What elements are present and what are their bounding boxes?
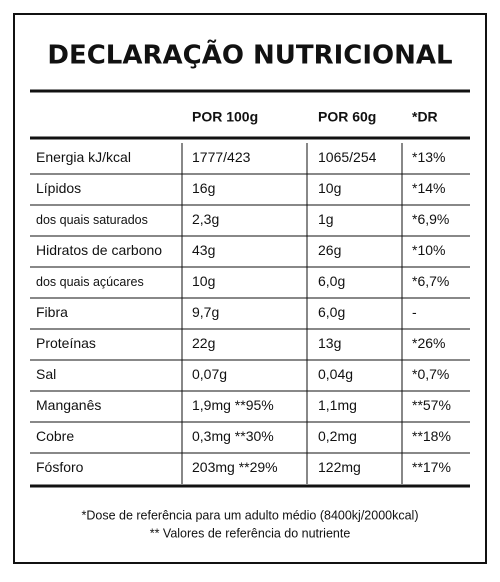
row-label: Lípidos: [36, 180, 81, 196]
cell: 1777/423: [192, 149, 251, 165]
row-label: Energia kJ/kcal: [36, 149, 131, 165]
cell: 203mg **29%: [192, 459, 278, 475]
cell: *0,7%: [412, 366, 449, 382]
cell: 6,0g: [318, 273, 345, 289]
cell: 10g: [192, 273, 215, 289]
cell: 13g: [318, 335, 341, 351]
row-label: dos quais açúcares: [36, 275, 144, 289]
row-label: Proteínas: [36, 335, 96, 351]
cell: *13%: [412, 149, 445, 165]
cell: 1,1mg: [318, 397, 357, 413]
cell: 1g: [318, 211, 334, 227]
row-label: Hidratos de carbono: [36, 242, 162, 258]
row-label: Fósforo: [36, 459, 84, 475]
cell: 6,0g: [318, 304, 345, 320]
cell: 2,3g: [192, 211, 219, 227]
cell: *14%: [412, 180, 445, 196]
table: POR 100g POR 60g *DR Energia kJ/kcal 1777/42…: [30, 109, 470, 540]
title: DECLARAÇÃO NUTRICIONAL: [47, 39, 452, 71]
row-label: Manganês: [36, 397, 101, 413]
cell: 0,3mg **30%: [192, 428, 274, 444]
row-label: dos quais saturados: [36, 213, 148, 227]
cell: **57%: [412, 397, 451, 413]
cell: 10g: [318, 180, 341, 196]
cell: *26%: [412, 335, 445, 351]
cell: 26g: [318, 242, 341, 258]
row-label: Cobre: [36, 428, 74, 444]
cell: 9,7g: [192, 304, 219, 320]
footnote: ** Valores de referência do nutriente: [150, 526, 351, 540]
cell: **18%: [412, 428, 451, 444]
row-label: Fibra: [36, 304, 68, 320]
cell: *10%: [412, 242, 445, 258]
column-header: *DR: [412, 109, 438, 125]
cell: **17%: [412, 459, 451, 475]
cell: 122mg: [318, 459, 361, 475]
footnote: *Dose de referência para um adulto médio…: [82, 508, 419, 522]
cell: *6,9%: [412, 211, 449, 227]
cell: -: [412, 304, 417, 320]
row-label: Sal: [36, 366, 56, 382]
cell: 1,9mg **95%: [192, 397, 274, 413]
cell: 0,2mg: [318, 428, 357, 444]
border: [13, 13, 487, 564]
cell: 22g: [192, 335, 215, 351]
column-header: POR 60g: [318, 109, 376, 125]
cell: 43g: [192, 242, 215, 258]
cell: 0,07g: [192, 366, 227, 382]
cell: 1065/254: [318, 149, 377, 165]
cell: 0,04g: [318, 366, 353, 382]
column-header: POR 100g: [192, 109, 258, 125]
cell: 16g: [192, 180, 215, 196]
cell: *6,7%: [412, 273, 449, 289]
